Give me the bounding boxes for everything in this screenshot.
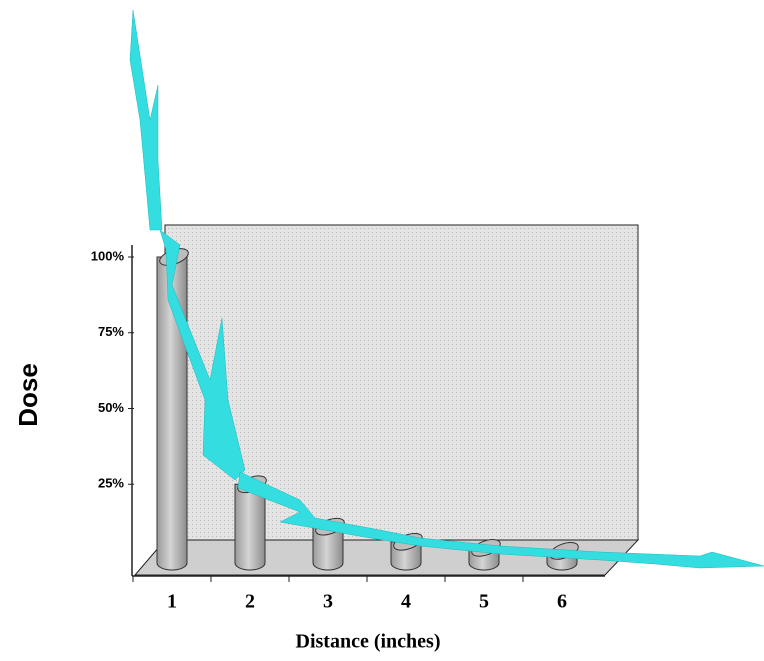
x-axis-label: Distance (inches) xyxy=(296,631,441,653)
page: {"chart_data": {"type": "bar", "x_label"… xyxy=(0,0,764,661)
x-tick-label: 5 xyxy=(479,591,489,613)
y-tick-label: 100% xyxy=(91,248,125,263)
x-tick-label: 1 xyxy=(167,591,177,613)
x-tick-label: 3 xyxy=(323,591,333,613)
y-tick-label: 25% xyxy=(98,476,124,491)
x-tick-label: 4 xyxy=(401,591,411,613)
x-tick-label: 6 xyxy=(557,591,567,613)
bar-body xyxy=(235,484,265,570)
y-tick-label: 50% xyxy=(98,400,124,415)
chart: Dose Distance (inches) 25% 50% 75% 100% 1 2 3 4… xyxy=(0,0,764,661)
x-tick-label: 2 xyxy=(245,591,255,613)
y-axis-label: Dose xyxy=(13,363,43,427)
y-tick-label: 75% xyxy=(98,324,124,339)
